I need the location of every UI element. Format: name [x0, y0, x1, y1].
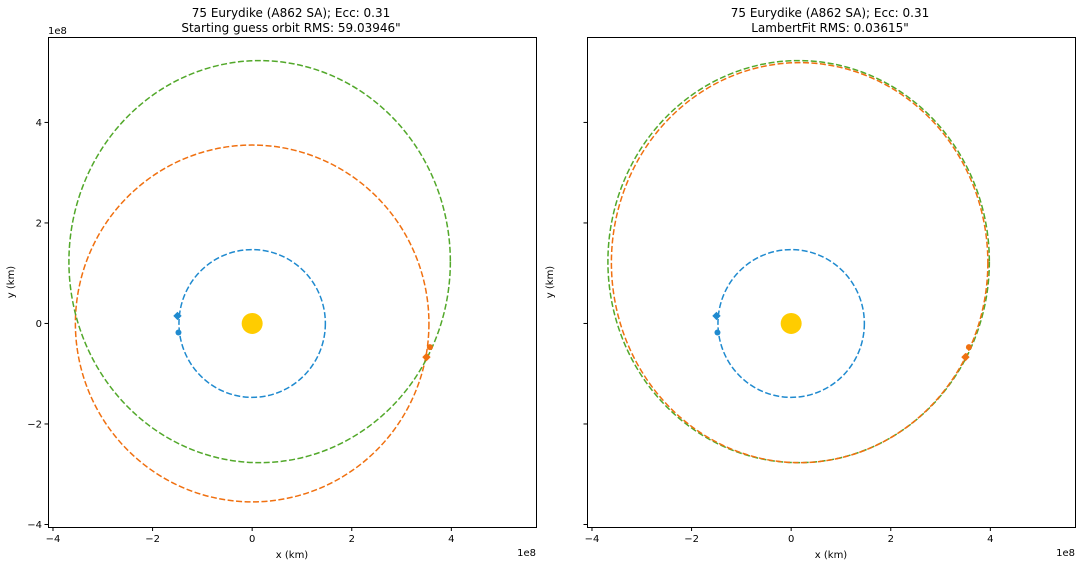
right-plot-title: 75 Eurydike (A862 SA); Ecc: 0.31 Lambert… — [587, 6, 1073, 36]
left-plot-title-line1: 75 Eurydike (A862 SA); Ecc: 0.31 — [191, 6, 391, 20]
left-y-tick-label: 4 — [36, 118, 42, 129]
left-x-scale-label: 1e8 — [517, 548, 536, 559]
left-x-tick-label: 0 — [249, 534, 255, 545]
left-plot-subtitle: Starting guess orbit RMS: 59.03946" — [181, 21, 401, 35]
left-sun-marker — [241, 312, 263, 334]
left-marker-dot-1 — [175, 329, 182, 336]
right-marker-diamond-0 — [712, 311, 721, 321]
right-x-tick-label: 0 — [788, 534, 794, 545]
right-plot-subtitle: LambertFit RMS: 0.03615" — [751, 21, 909, 35]
left-orbit-1 — [74, 144, 430, 503]
right-x-tick-label: 2 — [888, 534, 894, 545]
left-plot: −4 −2 0 2 4 −4 −2 0 2 4 1e8 1e8 x (km) y (km) — [6, 26, 537, 561]
right-x-scale-label: 1e8 — [1056, 548, 1075, 559]
left-plot-area — [68, 59, 452, 503]
left-x-axis-label: x (km) — [276, 550, 309, 561]
left-x-tick-label: 2 — [349, 534, 355, 545]
right-y-axis-label: y (km) — [545, 266, 556, 299]
right-sun-marker — [780, 312, 802, 334]
right-plot-area — [607, 59, 991, 464]
right-x-tick-label: −2 — [684, 534, 699, 545]
left-y-tick-label: 2 — [36, 218, 42, 229]
right-marker-dot-1 — [714, 329, 721, 336]
right-orbit-1 — [607, 59, 991, 464]
right-x-tick-label: −4 — [585, 534, 600, 545]
right-orbit-2 — [610, 61, 989, 464]
left-orbit-0 — [178, 248, 327, 399]
left-y-tick-label: −4 — [27, 520, 42, 531]
right-plot: −4 −2 0 2 4 1e8 x (km) y (km) — [545, 37, 1076, 561]
right-axes-frame — [587, 37, 1076, 528]
right-marker-diamond-2 — [961, 352, 970, 362]
left-orbit-2 — [68, 59, 452, 464]
left-plot-title: 75 Eurydike (A862 SA); Ecc: 0.31 Startin… — [48, 6, 534, 36]
left-x-tick-label: −2 — [145, 534, 160, 545]
left-y-tick-label: −2 — [27, 419, 42, 430]
right-x-axis-label: x (km) — [815, 550, 848, 561]
left-x-tick-label: −4 — [46, 534, 61, 545]
right-plot-title-line1: 75 Eurydike (A862 SA); Ecc: 0.31 — [730, 6, 930, 20]
left-marker-diamond-0 — [173, 311, 182, 321]
left-x-tick-label: 4 — [448, 534, 454, 545]
left-y-tick-label: 0 — [36, 319, 42, 330]
left-axes-frame — [48, 37, 537, 528]
right-x-tick-label: 4 — [987, 534, 993, 545]
left-marker-dot-3 — [426, 344, 433, 351]
right-orbit-0 — [717, 248, 866, 399]
left-y-axis-label: y (km) — [6, 266, 17, 299]
right-marker-dot-3 — [965, 344, 972, 351]
left-y-scale-label: 1e8 — [48, 26, 67, 37]
left-marker-diamond-2 — [422, 352, 431, 362]
